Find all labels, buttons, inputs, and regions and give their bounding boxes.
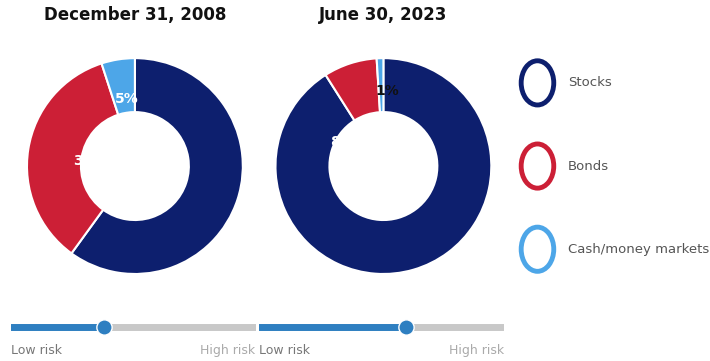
Wedge shape <box>102 58 135 115</box>
Circle shape <box>521 144 554 188</box>
Wedge shape <box>27 64 119 253</box>
Text: Stocks: Stocks <box>568 77 612 90</box>
Text: High risk: High risk <box>449 344 504 357</box>
Text: Bonds: Bonds <box>568 160 609 173</box>
Text: High risk: High risk <box>200 344 256 357</box>
Text: 1%: 1% <box>376 83 400 97</box>
Circle shape <box>521 61 554 105</box>
Wedge shape <box>376 58 383 112</box>
Wedge shape <box>72 58 243 274</box>
Text: 8%: 8% <box>331 135 354 149</box>
Text: 60%: 60% <box>151 170 184 184</box>
Wedge shape <box>326 58 380 121</box>
Title: December 31, 2008: December 31, 2008 <box>44 6 226 24</box>
Circle shape <box>521 227 554 271</box>
Wedge shape <box>275 58 491 274</box>
Text: 91%: 91% <box>372 197 405 211</box>
Text: 35%: 35% <box>73 154 106 168</box>
Text: Cash/money markets: Cash/money markets <box>568 243 709 256</box>
Title: June 30, 2023: June 30, 2023 <box>320 6 447 24</box>
Text: Low risk: Low risk <box>259 344 310 357</box>
Text: 5%: 5% <box>114 92 138 106</box>
Text: Low risk: Low risk <box>11 344 62 357</box>
